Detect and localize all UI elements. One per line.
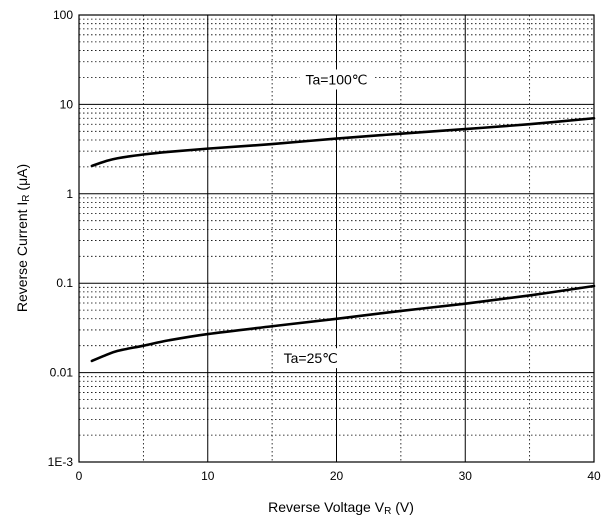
annotation-label: Ta=25℃ [284,350,338,366]
annotation-background [299,69,374,90]
series-line-2 [90,284,596,363]
y-tick-label: 0.1 [56,276,73,290]
curve-layer [90,116,596,363]
series-line-1 [90,116,596,168]
x-axis-label: Reverse Voltage VR (V) [268,499,414,517]
y-tick-label: 100 [53,8,73,22]
plot-frame [78,14,595,463]
y-tick-label: 0.01 [50,366,74,380]
x-tick-label: 40 [587,469,601,483]
annotation-label: Ta=100℃ [305,71,367,87]
tick-label-layer: 0 10 20 30 40 1E-3 0.01 0.1 1 10 100 [48,8,601,483]
y-tick-label: 1E-3 [48,455,74,469]
y-axis-label: Reverse Current IR (μA) [14,164,32,312]
x-tick-label: 0 [76,469,83,483]
x-tick-label: 30 [459,469,473,483]
y-tick-label: 10 [60,97,74,111]
x-tick-label: 10 [201,469,215,483]
annotation-layer: Ta=100℃ Ta=25℃ [277,69,374,369]
y-tick-label: 1 [66,187,73,201]
annotation-background [277,348,344,369]
x-tick-label: 20 [330,469,344,483]
